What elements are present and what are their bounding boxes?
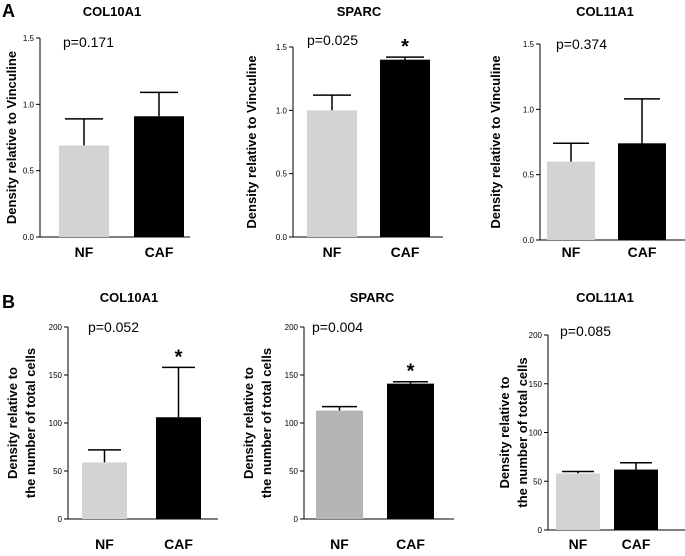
y-axis-label: Density relative to the number of total c… bbox=[5, 348, 38, 498]
x-tick-label: NF bbox=[569, 536, 588, 552]
bar-caf bbox=[380, 59, 430, 237]
bar-nf bbox=[307, 110, 357, 237]
x-tick-label: NF bbox=[95, 536, 114, 552]
bar-caf bbox=[387, 383, 434, 519]
y-axis-label: Density relative to Vinculine bbox=[244, 55, 259, 228]
y-axis-label-line: Density relative to bbox=[497, 376, 512, 488]
y-tick-label: 0.0 bbox=[276, 233, 288, 242]
significance-star: * bbox=[407, 361, 415, 383]
chart-4: COL10A1 p=0.052 Density relative to the num… bbox=[5, 290, 218, 552]
y-tick-label: 1.5 bbox=[276, 43, 288, 52]
chart-6: COL11A1 p=0.085 Density relative to the num… bbox=[497, 290, 685, 552]
y-tick-label: 100 bbox=[49, 419, 63, 428]
y-tick-label: 150 bbox=[285, 371, 299, 380]
y-tick-label: 0.0 bbox=[523, 236, 535, 245]
x-tick-label: NF bbox=[323, 244, 342, 260]
x-tick-label: CAF bbox=[391, 244, 420, 260]
y-tick-label: 50 bbox=[533, 477, 542, 486]
bar-nf bbox=[556, 473, 600, 530]
chart-2: SPARC p=0.025 Density relative to Vinculin… bbox=[244, 4, 443, 260]
bar-caf bbox=[134, 116, 184, 237]
bar-caf bbox=[156, 417, 201, 519]
x-tick-label: CAF bbox=[628, 244, 657, 260]
p-value: p=0.171 bbox=[63, 34, 114, 50]
x-tick-label: CAF bbox=[164, 536, 193, 552]
y-tick-label: 0.5 bbox=[523, 171, 535, 180]
y-axis-label: Density relative to Vinculine bbox=[488, 55, 503, 228]
y-tick-label: 200 bbox=[49, 323, 63, 332]
x-tick-label: NF bbox=[330, 536, 349, 552]
panel-label-a: A bbox=[2, 1, 15, 21]
bar-nf bbox=[316, 410, 363, 519]
y-tick-label: 100 bbox=[529, 429, 543, 438]
chart-3: COL11A1 p=0.374 Density relative to Vincul… bbox=[488, 4, 685, 260]
y-tick-label: 0.5 bbox=[23, 167, 35, 176]
y-axis-label: Density relative to Vinculine bbox=[4, 51, 19, 224]
chart-title: SPARC bbox=[337, 4, 382, 19]
chart-title: COL11A1 bbox=[576, 4, 634, 19]
y-axis-label-line: the number of total cells bbox=[259, 348, 274, 498]
x-tick-label: NF bbox=[75, 244, 94, 260]
bar-nf bbox=[547, 161, 595, 240]
bar-caf bbox=[618, 143, 666, 240]
y-tick-label: 150 bbox=[49, 371, 63, 380]
p-value: p=0.374 bbox=[556, 36, 607, 52]
y-axis-label-line: the number of total cells bbox=[515, 357, 530, 507]
p-value: p=0.004 bbox=[312, 319, 363, 335]
y-tick-label: 200 bbox=[285, 323, 299, 332]
y-tick-label: 150 bbox=[529, 380, 543, 389]
bar-caf bbox=[614, 469, 658, 530]
chart-title: COL10A1 bbox=[100, 290, 159, 305]
chart-5: SPARC p=0.004 Density relative to the numbe… bbox=[241, 290, 454, 552]
y-tick-label: 0.0 bbox=[23, 233, 35, 242]
significance-star: * bbox=[401, 36, 409, 58]
chart-title: COL11A1 bbox=[576, 290, 634, 305]
significance-star: * bbox=[175, 346, 183, 368]
y-tick-label: 1.0 bbox=[523, 105, 535, 114]
y-tick-label: 0 bbox=[58, 515, 63, 524]
y-tick-label: 0.5 bbox=[276, 170, 288, 179]
y-tick-label: 1.0 bbox=[23, 100, 35, 109]
y-tick-label: 50 bbox=[289, 467, 298, 476]
y-axis-label-line: the number of total cells bbox=[23, 348, 38, 498]
y-tick-label: 50 bbox=[53, 467, 62, 476]
y-tick-label: 0 bbox=[294, 515, 299, 524]
p-value: p=0.085 bbox=[560, 323, 611, 339]
chart-title: COL10A1 bbox=[83, 4, 142, 19]
y-tick-label: 1.0 bbox=[276, 106, 288, 115]
y-axis-label-line: Density relative to bbox=[241, 367, 256, 479]
y-axis-label-line: Density relative to bbox=[5, 367, 20, 479]
chart-1: COL10A1 p=0.171 Density relative to Vincul… bbox=[4, 4, 190, 260]
bar-nf bbox=[82, 462, 127, 519]
y-tick-label: 0 bbox=[538, 526, 543, 535]
bar-nf bbox=[59, 145, 109, 237]
chart-title: SPARC bbox=[350, 290, 395, 305]
p-value: p=0.052 bbox=[88, 319, 139, 335]
y-tick-label: 100 bbox=[285, 419, 299, 428]
p-value: p=0.025 bbox=[307, 32, 358, 48]
y-axis-label: Density relative to the number of total c… bbox=[497, 357, 530, 507]
x-tick-label: CAF bbox=[145, 244, 174, 260]
y-tick-label: 1.5 bbox=[523, 40, 535, 49]
y-tick-label: 1.5 bbox=[23, 34, 35, 43]
panel-label-b: B bbox=[2, 292, 15, 312]
y-axis-label: Density relative to the number of total c… bbox=[241, 348, 274, 498]
x-tick-label: NF bbox=[562, 244, 581, 260]
x-tick-label: CAF bbox=[396, 536, 425, 552]
x-tick-label: CAF bbox=[622, 536, 651, 552]
y-tick-label: 200 bbox=[529, 331, 543, 340]
